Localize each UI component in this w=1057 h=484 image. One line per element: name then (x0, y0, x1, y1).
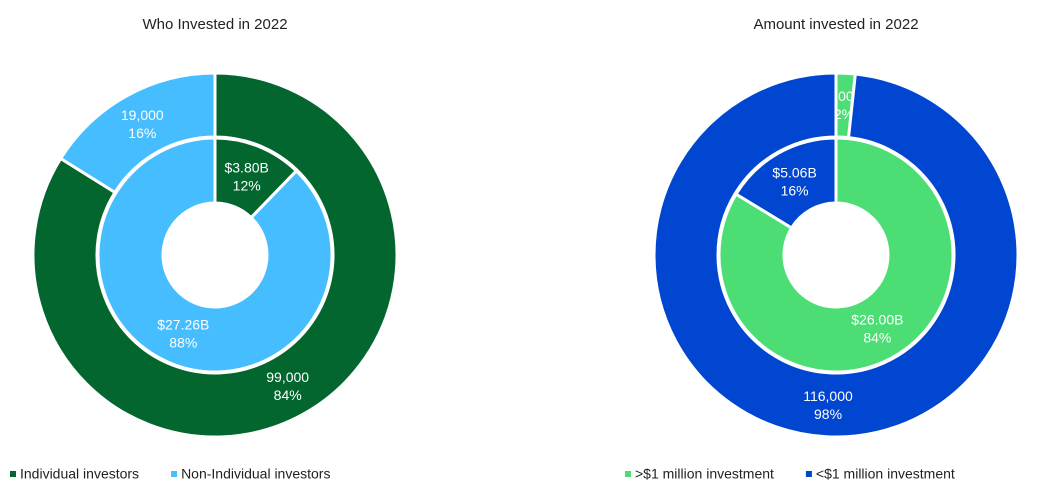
data-label: $3.80B 12% (224, 159, 268, 193)
data-label: $27.26B 88% (157, 316, 209, 350)
data-label-percent: 84% (274, 387, 302, 403)
legend-label: Non-Individual investors (181, 466, 330, 482)
legend-swatch (171, 471, 178, 477)
donut-segment (652, 71, 1020, 439)
legend-swatch (805, 471, 812, 477)
data-label-value: 19,000 (121, 106, 164, 122)
chart-title: Amount invested in 2022 (753, 16, 918, 33)
data-label: 19,000 16% (121, 106, 164, 140)
data-label-value: $27.26B (157, 316, 209, 332)
data-label-percent: 2% (834, 106, 854, 122)
data-label: $5.06B 16% (772, 164, 816, 198)
data-label: 116,000 98% (803, 387, 853, 421)
data-label-value: $3.80B (224, 159, 268, 175)
data-label-percent: 84% (863, 329, 891, 345)
legend-swatch (10, 471, 16, 477)
data-label-value: 116,000 (803, 387, 853, 403)
donut-segment (717, 136, 955, 374)
legend-swatch (625, 471, 631, 477)
data-label: 99,000 84% (266, 369, 309, 403)
data-label-percent: 98% (814, 405, 842, 421)
donut-segment (734, 136, 838, 231)
legend-label: Individual investors (20, 466, 139, 482)
data-label-value: 99,000 (266, 369, 309, 385)
chart-title: Who Invested in 2022 (142, 16, 287, 33)
data-label-percent: 88% (169, 334, 197, 350)
data-label-value: $5.06B (772, 164, 816, 180)
legend-label: >$1 million investment (635, 466, 774, 482)
legend-label: <$1 million investment (816, 466, 955, 482)
data-label: $26.00B 84% (851, 311, 903, 345)
data-label-percent: 16% (781, 182, 809, 198)
data-label-value: $26.00B (851, 311, 903, 327)
data-label-percent: 16% (128, 124, 156, 140)
data-label-percent: 12% (233, 177, 261, 193)
donut-segment (96, 136, 334, 374)
